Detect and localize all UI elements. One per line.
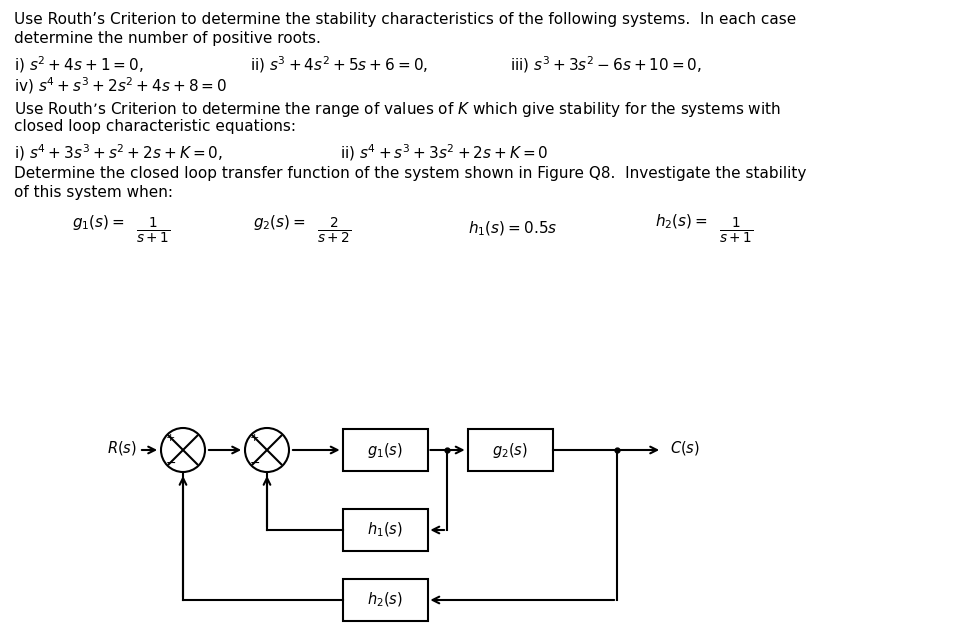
Text: $C(s)$: $C(s)$: [670, 439, 700, 457]
Text: $h_1(s)$: $h_1(s)$: [367, 521, 403, 539]
Text: −: −: [165, 457, 176, 469]
Bar: [342, 429, 427, 471]
Text: $g_1(s) =$: $g_1(s) =$: [72, 213, 125, 232]
Text: +: +: [166, 433, 175, 443]
Text: Use Routh’s Criterion to determine the range of values of $K$ which give stabili: Use Routh’s Criterion to determine the r…: [14, 100, 781, 119]
Text: $h_1(s) = 0.5s$: $h_1(s) = 0.5s$: [468, 220, 558, 238]
Bar: [342, 579, 427, 621]
Text: closed loop characteristic equations:: closed loop characteristic equations:: [14, 119, 296, 134]
Text: $\frac{1}{s+1}$: $\frac{1}{s+1}$: [136, 216, 170, 246]
Text: iii) $s^3 + 3s^2 - 6s + 10 = 0$,: iii) $s^3 + 3s^2 - 6s + 10 = 0$,: [510, 54, 703, 75]
Text: Determine the closed loop transfer function of the system shown in Figure Q8.  I: Determine the closed loop transfer funct…: [14, 166, 807, 181]
Text: $\frac{2}{s+2}$: $\frac{2}{s+2}$: [317, 216, 351, 246]
Bar: [342, 509, 427, 551]
Text: $g_1(s)$: $g_1(s)$: [367, 441, 403, 459]
Text: $h_2(s)$: $h_2(s)$: [367, 590, 403, 609]
Text: +: +: [250, 433, 260, 443]
Text: $g_2(s)$: $g_2(s)$: [492, 441, 528, 459]
Text: $\frac{1}{s+1}$: $\frac{1}{s+1}$: [719, 216, 753, 246]
Text: of this system when:: of this system when:: [14, 185, 173, 200]
Text: i) $s^4 + 3s^3 + s^2 + 2s + K = 0$,: i) $s^4 + 3s^3 + s^2 + 2s + K = 0$,: [14, 142, 223, 162]
Text: ii) $s^4 + s^3 + 3s^2 + 2s + K = 0$: ii) $s^4 + s^3 + 3s^2 + 2s + K = 0$: [340, 142, 549, 162]
Text: $R(s)$: $R(s)$: [107, 439, 137, 457]
Text: −: −: [250, 457, 260, 469]
Text: $h_2(s) =$: $h_2(s) =$: [655, 213, 707, 231]
Text: i) $s^2 + 4s + 1 = 0$,: i) $s^2 + 4s + 1 = 0$,: [14, 54, 144, 75]
Text: determine the number of positive roots.: determine the number of positive roots.: [14, 31, 321, 46]
Text: $g_2(s) =$: $g_2(s) =$: [253, 213, 306, 232]
Bar: [467, 429, 553, 471]
Text: Use Routh’s Criterion to determine the stability characteristics of the followin: Use Routh’s Criterion to determine the s…: [14, 12, 796, 27]
Text: ii) $s^3 + 4s^2 + 5s + 6 = 0$,: ii) $s^3 + 4s^2 + 5s + 6 = 0$,: [250, 54, 428, 75]
Text: iv) $s^4 + s^3 + 2s^2 + 4s + 8 = 0$: iv) $s^4 + s^3 + 2s^2 + 4s + 8 = 0$: [14, 75, 227, 96]
